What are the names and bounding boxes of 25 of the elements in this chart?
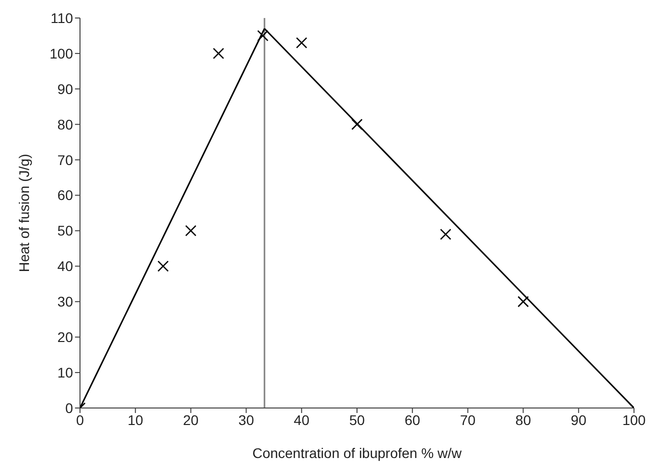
y-axis-title: Heat of fusion (J/g)	[16, 154, 32, 272]
x-tick-label: 10	[128, 412, 144, 428]
x-tick-label: 40	[294, 412, 310, 428]
x-axis-title: Concentration of ibuprofen % w/w	[252, 445, 463, 461]
y-tick-label: 70	[57, 152, 74, 168]
y-tick-label: 110	[50, 10, 74, 26]
x-tick-label: 50	[349, 412, 365, 428]
x-tick-label: 20	[183, 412, 199, 428]
x-tick-label: 30	[238, 412, 254, 428]
y-tick-label: 30	[57, 294, 74, 310]
x-tick-label: 100	[622, 412, 646, 428]
x-tick-label: 80	[515, 412, 532, 428]
x-tick-label: 0	[76, 412, 84, 428]
y-tick-label: 60	[57, 187, 74, 204]
y-tick-label: 50	[57, 222, 74, 239]
x-tick-label: 70	[460, 412, 476, 428]
x-tick-label: 90	[570, 412, 587, 428]
y-tick-label: 80	[57, 116, 74, 132]
y-tick-label: 10	[57, 364, 74, 381]
y-tick-label: 40	[57, 258, 74, 274]
y-tick-label: 100	[50, 45, 74, 62]
x-tick-label: 60	[404, 412, 420, 428]
y-tick-label: 20	[57, 329, 74, 346]
y-tick-label: 0	[65, 400, 74, 416]
y-tick-label: 90	[57, 80, 74, 97]
